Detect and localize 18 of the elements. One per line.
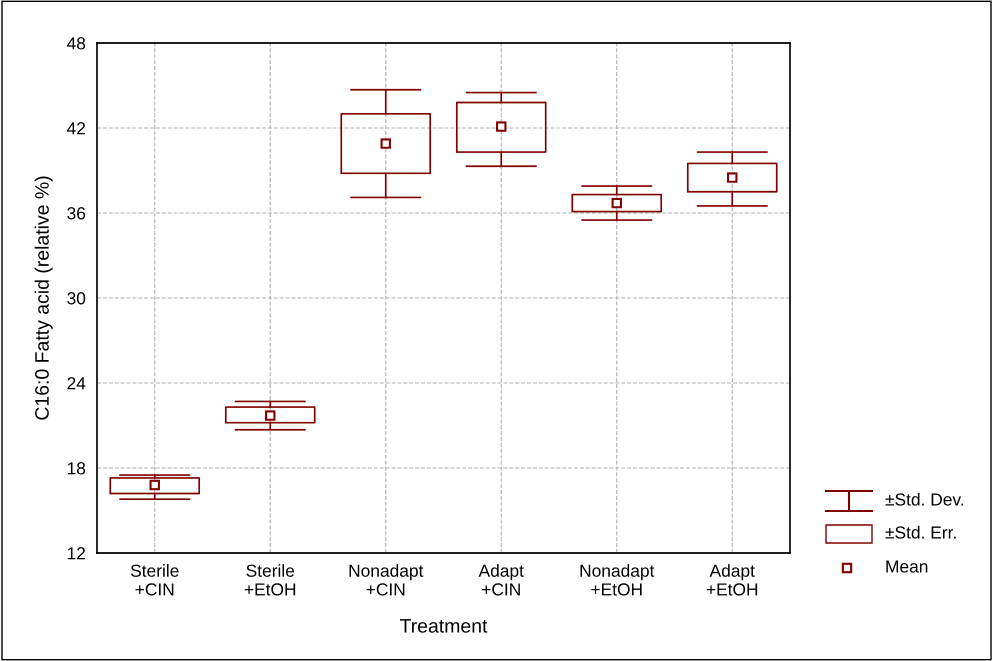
y-tick-label: 36: [67, 207, 86, 220]
x-axis-title: Treatment: [400, 619, 488, 633]
x-tick-label: Adapt +EtOH: [706, 564, 758, 596]
x-tick-label: Sterile +EtOH: [244, 564, 296, 596]
y-tick-label: 30: [67, 292, 86, 304]
y-axis-title: C16:0 Fatty acid (relative %): [34, 176, 53, 420]
y-tick-label: 42: [66, 122, 86, 134]
x-tick-label: Sterile +CIN: [130, 564, 179, 596]
text: Mean: [886, 560, 928, 573]
y-tick-label: 12: [68, 547, 86, 560]
text: ±Std. Err.: [886, 526, 956, 539]
y-tick-label: 48: [66, 37, 86, 50]
x-tick-label: Nonadapt +CIN: [350, 564, 424, 596]
x-tick-label: Adapt +CIN: [478, 564, 524, 596]
x-tick-label: Nonadapt +EtOH: [580, 564, 654, 596]
y-tick-label: 24: [67, 377, 86, 390]
y-tick-label: 18: [68, 462, 86, 474]
text: ±Std. Dev.: [886, 492, 964, 506]
